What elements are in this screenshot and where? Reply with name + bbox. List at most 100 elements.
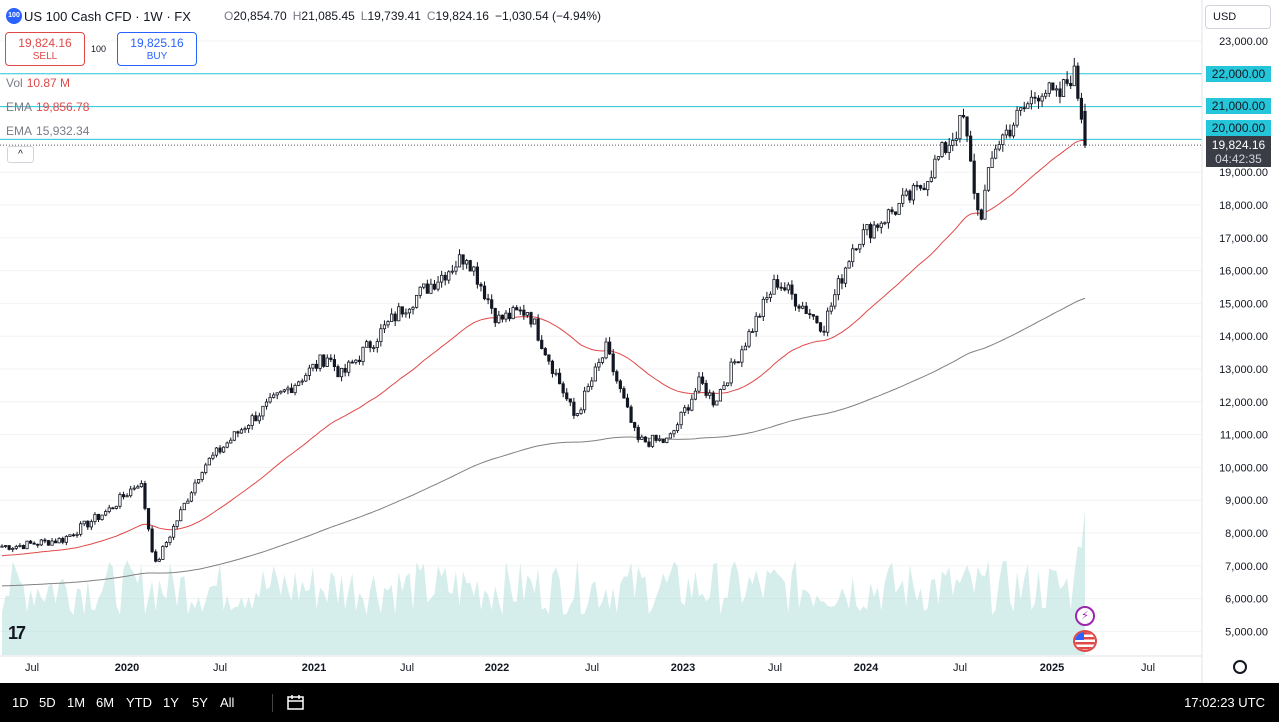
candle-body bbox=[969, 135, 973, 162]
candle-body bbox=[933, 158, 937, 179]
time-tick-label: Jul bbox=[585, 662, 599, 674]
candle-body bbox=[207, 457, 211, 466]
spread-value: 100 bbox=[91, 44, 107, 54]
range-5d-button[interactable]: 5D bbox=[39, 695, 56, 710]
price-tick-label: 14,000.00 bbox=[1219, 331, 1268, 343]
candle-body bbox=[522, 309, 526, 316]
tradingview-logo[interactable]: 17 bbox=[8, 623, 26, 643]
collapse-legend-button[interactable]: ^ bbox=[7, 146, 34, 163]
candle-body bbox=[515, 307, 519, 311]
candle-body bbox=[79, 523, 83, 535]
gear-icon[interactable] bbox=[1233, 660, 1247, 674]
candle-body bbox=[196, 479, 201, 484]
candle-body bbox=[411, 306, 415, 310]
candle-body bbox=[815, 315, 819, 324]
candle-body bbox=[440, 274, 444, 283]
range-5y-button[interactable]: 5Y bbox=[192, 695, 208, 710]
candle-body bbox=[665, 437, 669, 443]
candle-body bbox=[393, 313, 397, 322]
candle-body bbox=[1001, 134, 1005, 145]
volume-value: 10.87 M bbox=[26, 76, 71, 90]
candle-body bbox=[1047, 82, 1051, 94]
candle-body bbox=[389, 313, 394, 322]
ema-slow-legend[interactable]: EMA 15,932.34 bbox=[6, 124, 89, 139]
currency-selector[interactable]: USD bbox=[1205, 5, 1271, 29]
candle-body bbox=[125, 495, 129, 498]
candle-body bbox=[1061, 79, 1066, 97]
candle-body bbox=[50, 540, 54, 546]
sell-price: 19,824.16 bbox=[18, 36, 72, 50]
candle-body bbox=[146, 508, 151, 530]
candle-body bbox=[893, 211, 898, 215]
candle-body bbox=[1036, 97, 1041, 102]
candle-body bbox=[918, 185, 923, 189]
price-chart[interactable]: 23,000.00 22,000.00 21,000.00 20,000.00 19,0… bbox=[0, 0, 1279, 683]
candle-body bbox=[668, 433, 672, 439]
candle-body bbox=[758, 315, 762, 318]
candle-body bbox=[683, 407, 687, 413]
sell-button[interactable]: 19,824.16 SELL bbox=[5, 32, 85, 66]
candle-body bbox=[43, 539, 47, 542]
candle-body bbox=[904, 190, 908, 196]
range-1y-button[interactable]: 1Y bbox=[163, 695, 179, 710]
candle-body bbox=[96, 513, 101, 520]
range-6m-button[interactable]: 6M bbox=[96, 695, 115, 710]
candle-body bbox=[468, 260, 472, 272]
candle-body bbox=[697, 376, 701, 392]
candle-body bbox=[858, 243, 862, 250]
candle-body bbox=[164, 542, 169, 547]
ema-fast-legend[interactable]: EMA 19,856.78 bbox=[6, 100, 89, 115]
candle-body bbox=[994, 148, 998, 159]
candle-body bbox=[768, 293, 773, 299]
candle-body bbox=[718, 389, 723, 402]
open-value: 20,854.70 bbox=[233, 9, 287, 23]
candle-body bbox=[911, 184, 916, 201]
price-tick-label: 13,000.00 bbox=[1219, 364, 1268, 376]
chevron-up-icon: ^ bbox=[18, 149, 23, 160]
buy-button[interactable]: 19,825.16 BUY bbox=[117, 32, 197, 66]
candle-body bbox=[590, 380, 594, 387]
range-ytd-button[interactable]: YTD bbox=[126, 695, 152, 710]
price-tick-label: 6,000.00 bbox=[1225, 594, 1268, 606]
time-tick-label: 2023 bbox=[671, 662, 695, 674]
range-all-button[interactable]: All bbox=[220, 695, 235, 710]
candle-body bbox=[729, 361, 733, 384]
candle-body bbox=[275, 392, 279, 396]
price-tick-label: 23,000.00 bbox=[1219, 36, 1268, 48]
candle-body bbox=[329, 357, 333, 360]
candle-body bbox=[289, 387, 294, 394]
candle-body bbox=[339, 367, 344, 378]
symbol-logo: 100 bbox=[6, 8, 22, 24]
candle-body bbox=[761, 298, 765, 317]
candle-body bbox=[1065, 79, 1069, 84]
candle-body bbox=[432, 283, 437, 290]
candle-body bbox=[232, 431, 236, 441]
range-1m-button[interactable]: 1M bbox=[67, 695, 86, 710]
candle-body bbox=[597, 362, 601, 368]
flash-icon[interactable]: ⚡ bbox=[1075, 606, 1095, 626]
candle-body bbox=[561, 383, 565, 394]
candle-body bbox=[854, 248, 858, 251]
candle-body bbox=[1051, 82, 1055, 91]
symbol-title[interactable]: US 100 Cash CFD · 1W · FX bbox=[24, 9, 191, 24]
candle-body bbox=[350, 361, 354, 364]
toolbar-divider bbox=[272, 694, 273, 712]
hline-label-22000: 22,000.00 bbox=[1206, 66, 1271, 82]
candle-body bbox=[972, 160, 976, 194]
candle-body bbox=[583, 390, 587, 411]
candle-body bbox=[415, 294, 419, 308]
candle-body bbox=[536, 318, 540, 341]
candle-body bbox=[39, 539, 43, 546]
utc-clock[interactable]: 17:02:23 UTC bbox=[1184, 695, 1265, 710]
candle-body bbox=[11, 547, 15, 550]
us-flag-icon[interactable] bbox=[1073, 630, 1097, 652]
price-tick-label: 9,000.00 bbox=[1225, 495, 1268, 507]
candle-body bbox=[532, 318, 537, 325]
calendar-icon[interactable] bbox=[287, 694, 305, 711]
range-1d-button[interactable]: 1D bbox=[12, 695, 29, 710]
candle-body bbox=[1011, 124, 1016, 137]
candle-body bbox=[1015, 109, 1019, 126]
volume-legend[interactable]: Vol 10.87 M bbox=[6, 76, 70, 91]
candle-body bbox=[722, 385, 726, 390]
candle-body bbox=[497, 314, 501, 324]
